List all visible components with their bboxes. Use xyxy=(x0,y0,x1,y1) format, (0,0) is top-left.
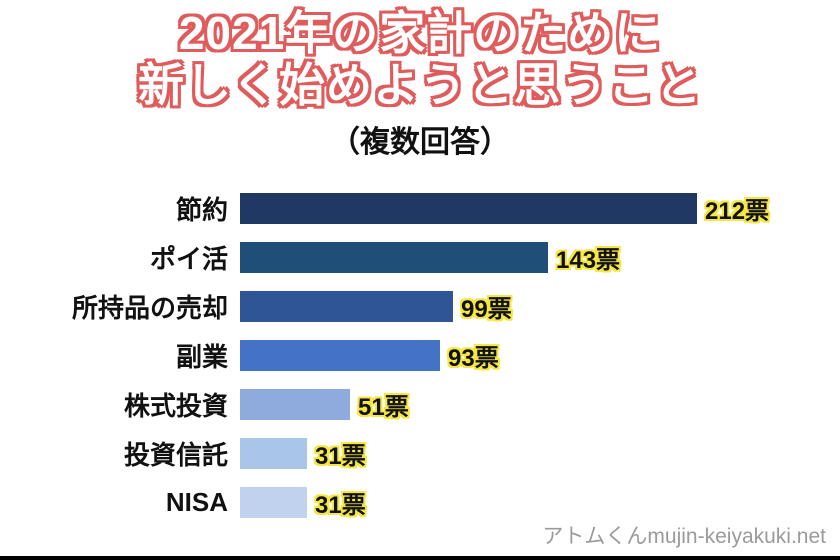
value-label: 31票 xyxy=(315,492,366,519)
value-label: 93票 xyxy=(448,345,499,372)
bar-row: 投資信託 31票 xyxy=(0,429,840,478)
category-label: ポイ活 xyxy=(149,244,228,274)
bar-area: 212票 xyxy=(240,191,840,226)
bar-row: 株式投資 51票 xyxy=(0,380,840,429)
bar-area: 31票 xyxy=(240,485,840,520)
bar xyxy=(240,438,307,469)
bar-area: 93票 xyxy=(240,338,840,373)
bar xyxy=(240,242,548,273)
value-label: 31票 xyxy=(315,443,366,470)
bottom-border-line xyxy=(0,556,840,560)
bar xyxy=(240,487,307,518)
category-label: 節約 xyxy=(175,195,228,225)
bar-area: 31票 xyxy=(240,436,840,471)
category-label: 投資信託 xyxy=(123,440,228,470)
category-label: NISA xyxy=(165,487,228,517)
bar-row: 所持品の売却 99票 xyxy=(0,282,840,331)
category-label: 所持品の売却 xyxy=(71,293,228,323)
category-label: 株式投資 xyxy=(123,391,228,421)
value-label: 99票 xyxy=(461,296,512,323)
bar xyxy=(240,193,697,224)
bar-row: 副業 93票 xyxy=(0,331,840,380)
title-line-2: 新しく始めようと思うこと xyxy=(138,58,702,111)
bar-row: NISA 31票 xyxy=(0,478,840,527)
category-label: 副業 xyxy=(175,342,228,372)
bar xyxy=(240,291,453,322)
value-label: 51票 xyxy=(358,394,409,421)
bar xyxy=(240,389,350,420)
chart-title: 2021年の家計のために 新しく始めようと思うこと xyxy=(0,0,840,111)
bar-row: ポイ活 143票 xyxy=(0,233,840,282)
value-label: 212票 xyxy=(705,198,770,225)
bar-area: 99票 xyxy=(240,289,840,324)
bar-row: 節約 212票 xyxy=(0,184,840,233)
chart-subtitle: （複数回答） xyxy=(330,126,510,160)
title-line-1: 2021年の家計のために xyxy=(178,7,662,59)
bar-area: 51票 xyxy=(240,387,840,422)
bar-chart: 節約 212票ポイ活 143票所持品の売却 99票副業 93票株式投資 51票投資信託 31… xyxy=(0,184,840,527)
bar-area: 143票 xyxy=(240,240,840,275)
watermark-credit: アトムくんmujin-keiyakuki.net xyxy=(542,525,826,548)
value-label: 143票 xyxy=(556,247,621,274)
bar xyxy=(240,340,440,371)
